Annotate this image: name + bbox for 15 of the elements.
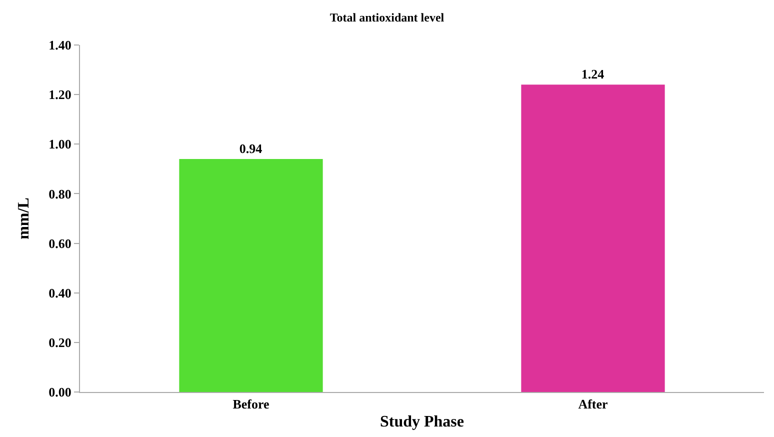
x-axis-title: Study Phase	[380, 413, 464, 430]
data-label: 0.94	[239, 141, 263, 156]
y-tick-label: 0.80	[48, 186, 72, 202]
x-tick-label: Before	[232, 396, 270, 412]
y-tick-label: 1.00	[48, 136, 72, 152]
y-tick-label: 1.20	[48, 87, 72, 102]
y-axis-title: mm/L	[16, 198, 33, 240]
y-tick-label: 0.20	[48, 334, 72, 350]
y-tick-label: 0.40	[48, 285, 72, 300]
data-label: 1.24	[581, 66, 605, 82]
chart-title: Total antioxidant level	[330, 10, 445, 25]
y-tick-label: 0.60	[48, 236, 72, 251]
x-tick-label: After	[578, 396, 608, 412]
y-tick-label: 1.40	[48, 38, 72, 53]
y-tick-label: 0.00	[48, 384, 72, 400]
